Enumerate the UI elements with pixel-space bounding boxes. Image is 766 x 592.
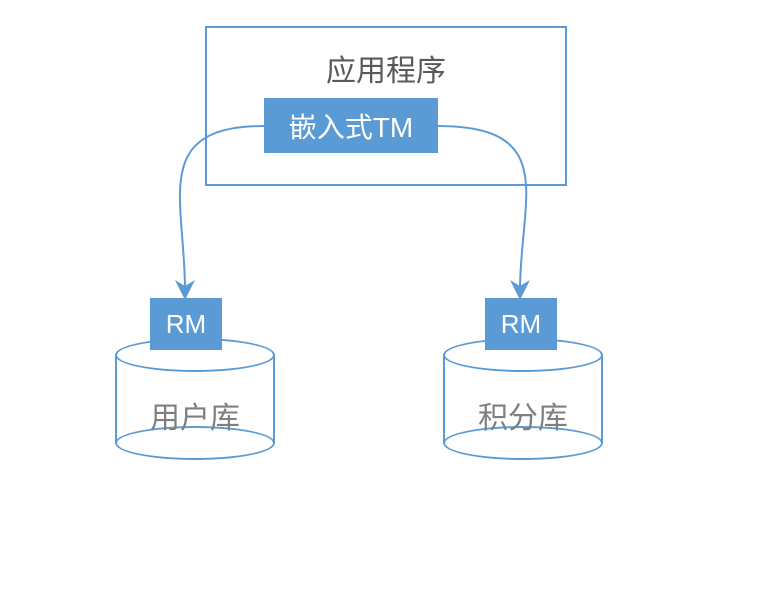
user-db-label: 用户库 [115,393,275,437]
edge-right [438,126,526,290]
arrows [0,0,766,592]
rm-left-box: RM [150,298,222,350]
points-db-cylinder: 积分库 [443,338,603,460]
rm-left-label: RM [166,309,206,340]
user-db-cylinder: 用户库 [115,338,275,460]
points-db-label: 积分库 [443,393,603,437]
rm-right-box: RM [485,298,557,350]
rm-right-label: RM [501,309,541,340]
edge-left [180,126,264,290]
